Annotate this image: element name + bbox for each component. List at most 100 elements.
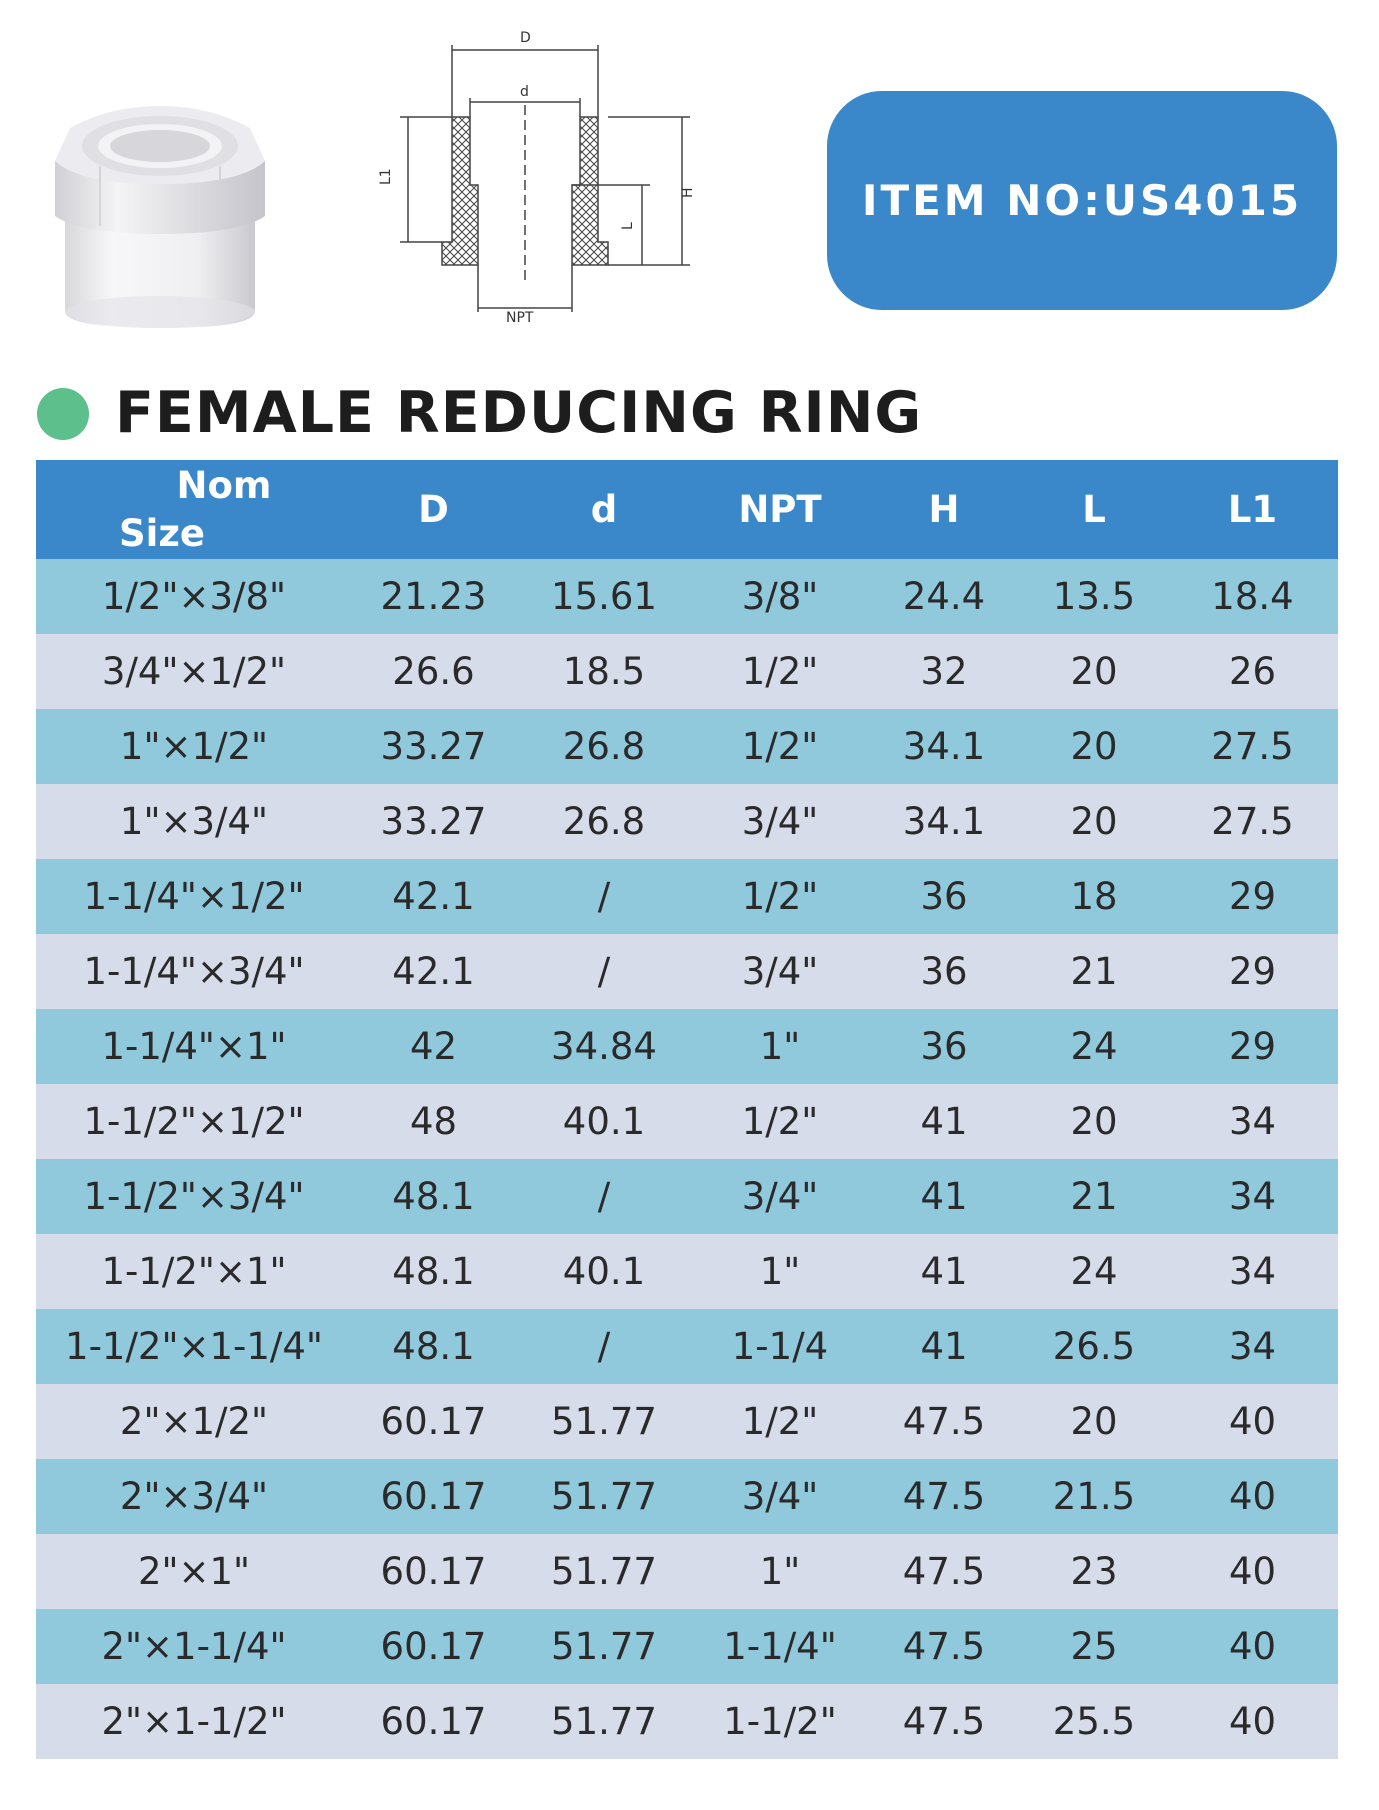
item-number-box: ITEM NO:US4015 xyxy=(827,91,1337,310)
cell-nom-size: 1-1/4"×3/4" xyxy=(36,934,352,1009)
cell-L: 24 xyxy=(1021,1234,1167,1309)
header-L: L xyxy=(1021,460,1167,559)
cell-L1: 40 xyxy=(1167,1684,1338,1759)
cell-H: 47.5 xyxy=(867,1609,1021,1684)
cell-L: 21.5 xyxy=(1021,1459,1167,1534)
cell-nom-size: 1-1/2"×1" xyxy=(36,1234,352,1309)
header-D: D xyxy=(352,460,515,559)
cell-NPT: 3/4" xyxy=(693,784,867,859)
cell-d: 40.1 xyxy=(515,1234,693,1309)
cell-nom-size: 1"×3/4" xyxy=(36,784,352,859)
table-row: 1-1/2"×1/2" 48 40.1 1/2" 41 20 34 xyxy=(36,1084,1338,1159)
cell-L: 18 xyxy=(1021,859,1167,934)
cell-nom-size: 1-1/4"×1/2" xyxy=(36,859,352,934)
cell-d: 34.84 xyxy=(515,1009,693,1084)
cell-NPT: 1/2" xyxy=(693,1384,867,1459)
cell-D: 60.17 xyxy=(352,1534,515,1609)
cell-d: / xyxy=(515,859,693,934)
cell-H: 47.5 xyxy=(867,1684,1021,1759)
cell-L: 24 xyxy=(1021,1009,1167,1084)
cell-nom-size: 1/2"×3/8" xyxy=(36,559,352,634)
cell-L: 25 xyxy=(1021,1609,1167,1684)
table-header-row: Nom Size D d NPT H L L1 xyxy=(36,460,1338,559)
cell-L: 25.5 xyxy=(1021,1684,1167,1759)
cell-NPT: 1/2" xyxy=(693,709,867,784)
cell-nom-size: 1-1/2"×1-1/4" xyxy=(36,1309,352,1384)
cell-nom-size: 2"×1-1/4" xyxy=(36,1609,352,1684)
cell-L: 13.5 xyxy=(1021,559,1167,634)
table-row: 1-1/2"×1" 48.1 40.1 1" 41 24 34 xyxy=(36,1234,1338,1309)
table-row: 2"×1-1/2" 60.17 51.77 1-1/2" 47.5 25.5 40 xyxy=(36,1684,1338,1759)
cell-L1: 18.4 xyxy=(1167,559,1338,634)
cell-D: 60.17 xyxy=(352,1609,515,1684)
cell-L: 26.5 xyxy=(1021,1309,1167,1384)
table-row: 1-1/2"×1-1/4" 48.1/1-1/4 41 26.5 34 xyxy=(36,1309,1338,1384)
cell-L1: 40 xyxy=(1167,1609,1338,1684)
cell-H: 36 xyxy=(867,859,1021,934)
cell-D: 48 xyxy=(352,1084,515,1159)
cell-nom-size: 1-1/4"×1" xyxy=(36,1009,352,1084)
cell-L1: 40 xyxy=(1167,1534,1338,1609)
cell-H: 34.1 xyxy=(867,709,1021,784)
cell-L1: 26 xyxy=(1167,634,1338,709)
header-nom: Nom xyxy=(176,463,272,507)
spec-table: Nom Size D d NPT H L L1 1/2"×3/8" 21.23 15… xyxy=(36,460,1338,1759)
cell-NPT: 1-1/4 xyxy=(693,1309,867,1384)
cell-nom-size: 1-1/2"×3/4" xyxy=(36,1159,352,1234)
cell-d: 51.77 xyxy=(515,1684,693,1759)
cell-L1: 27.5 xyxy=(1167,709,1338,784)
label-L: L xyxy=(620,222,636,230)
cell-L: 21 xyxy=(1021,934,1167,1009)
cell-L1: 29 xyxy=(1167,934,1338,1009)
cell-H: 47.5 xyxy=(867,1534,1021,1609)
table-row: 1"×3/4" 33.27 26.8 3/4" 34.1 20 27.5 xyxy=(36,784,1338,859)
label-d: d xyxy=(520,84,529,100)
item-number: ITEM NO:US4015 xyxy=(861,176,1303,225)
cell-d: / xyxy=(515,1159,693,1234)
cell-L: 21 xyxy=(1021,1159,1167,1234)
table-row: 2"×1" 60.17 51.77 1" 47.5 23 40 xyxy=(36,1534,1338,1609)
cell-nom-size: 2"×1-1/2" xyxy=(36,1684,352,1759)
cell-H: 41 xyxy=(867,1309,1021,1384)
cell-d: 15.61 xyxy=(515,559,693,634)
cell-L1: 34 xyxy=(1167,1084,1338,1159)
label-NPT: NPT xyxy=(506,310,534,326)
header-NPT: NPT xyxy=(693,460,867,559)
table-row: 1-1/4"×1" 42 34.84 1" 36 24 29 xyxy=(36,1009,1338,1084)
cell-NPT: 3/4" xyxy=(693,934,867,1009)
cell-D: 33.27 xyxy=(352,709,515,784)
cell-L1: 29 xyxy=(1167,859,1338,934)
cell-d: 40.1 xyxy=(515,1084,693,1159)
cell-d: / xyxy=(515,934,693,1009)
cell-H: 36 xyxy=(867,1009,1021,1084)
cell-L: 20 xyxy=(1021,784,1167,859)
table-row: 1-1/4"×1/2" 42.1/1/2" 36 18 29 xyxy=(36,859,1338,934)
cell-L1: 29 xyxy=(1167,1009,1338,1084)
page-title: FEMALE REDUCING RING xyxy=(115,380,923,446)
cell-D: 42 xyxy=(352,1009,515,1084)
table-row: 2"×3/4" 60.17 51.77 3/4" 47.5 21.5 40 xyxy=(36,1459,1338,1534)
cell-H: 24.4 xyxy=(867,559,1021,634)
cross-section-drawing: D d L1 L H NPT xyxy=(378,30,696,326)
cell-nom-size: 2"×1/2" xyxy=(36,1384,352,1459)
table-row: 1"×1/2" 33.27 26.8 1/2" 34.1 20 27.5 xyxy=(36,709,1338,784)
cell-D: 60.17 xyxy=(352,1684,515,1759)
header-size: Size xyxy=(119,511,205,555)
cell-d: 51.77 xyxy=(515,1459,693,1534)
cell-d: 51.77 xyxy=(515,1384,693,1459)
cell-d: 51.77 xyxy=(515,1534,693,1609)
label-L1: L1 xyxy=(378,168,394,185)
cell-NPT: 1/2" xyxy=(693,859,867,934)
cell-nom-size: 2"×3/4" xyxy=(36,1459,352,1534)
label-D: D xyxy=(520,30,531,46)
cell-NPT: 1" xyxy=(693,1534,867,1609)
title-bullet-dot xyxy=(37,388,89,440)
table-row: 2"×1-1/4" 60.17 51.77 1-1/4" 47.5 25 40 xyxy=(36,1609,1338,1684)
header-d: d xyxy=(515,460,693,559)
label-H: H xyxy=(680,187,696,198)
cell-L1: 40 xyxy=(1167,1459,1338,1534)
header-nom-size: Nom Size xyxy=(36,460,352,559)
cell-nom-size: 3/4"×1/2" xyxy=(36,634,352,709)
cell-nom-size: 2"×1" xyxy=(36,1534,352,1609)
cell-H: 47.5 xyxy=(867,1384,1021,1459)
